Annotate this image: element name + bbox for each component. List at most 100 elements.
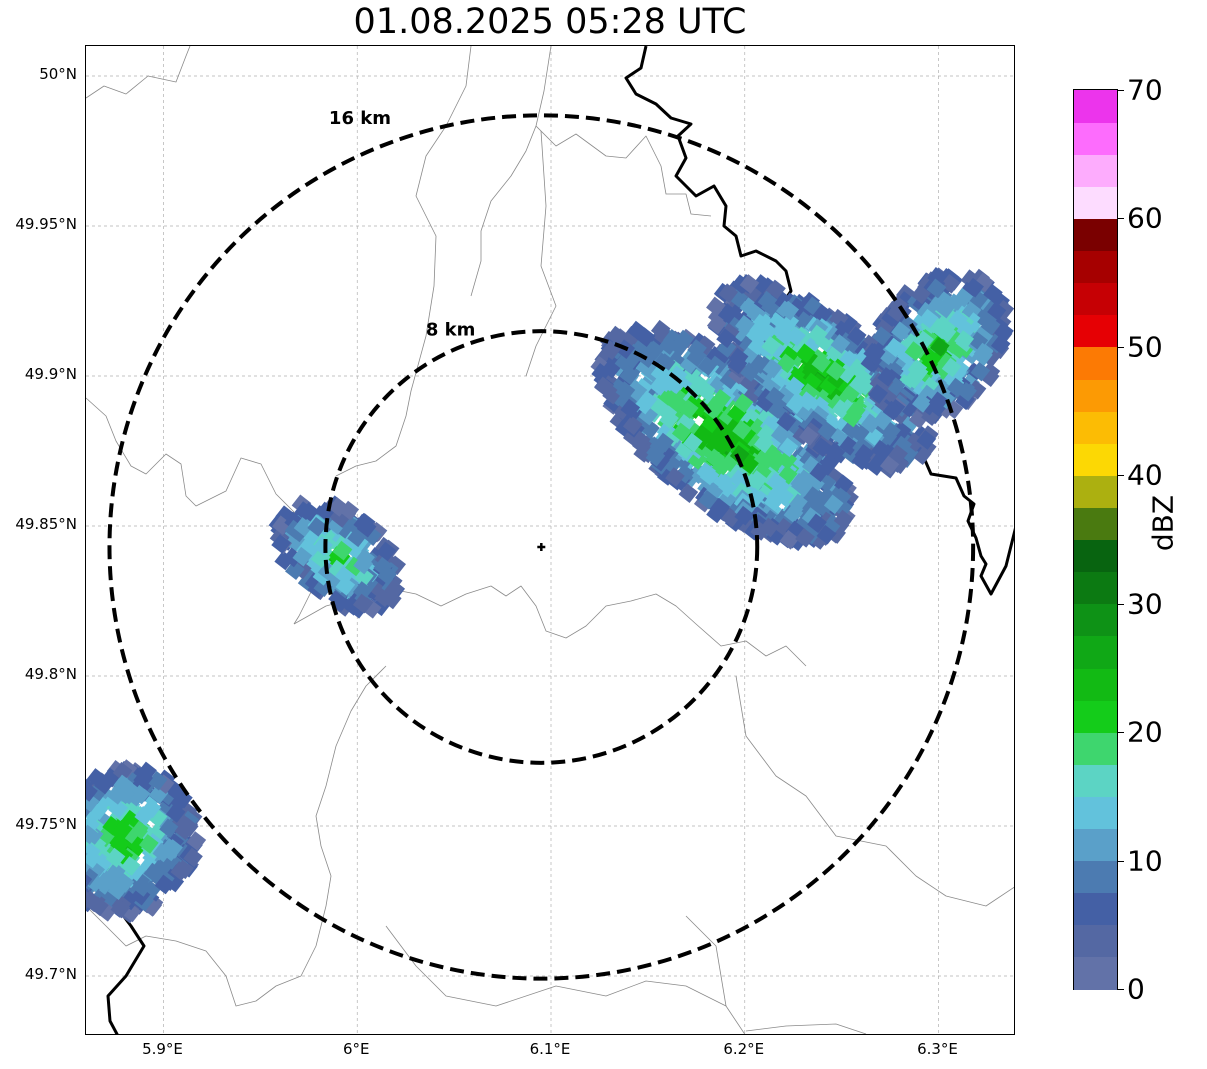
echo-pixel	[154, 855, 175, 875]
admin-boundary	[86, 46, 191, 99]
colorbar-tick-label: 70	[1127, 73, 1163, 107]
colorbar-tick-mark	[1118, 218, 1124, 220]
echo-pixel	[292, 546, 313, 567]
colorbar-segment	[1074, 443, 1117, 476]
echo-pixel	[990, 334, 1011, 355]
echo-pixel	[665, 467, 685, 487]
echo-pixel	[795, 343, 816, 364]
range-ring-label: 8 km	[426, 319, 476, 340]
echo-pixel	[698, 489, 718, 510]
colorbar-segment	[1074, 346, 1117, 380]
radar-map[interactable]: 8 km 16 km	[85, 45, 1015, 1035]
echo-pixel	[86, 824, 99, 845]
echo-pixel	[830, 334, 851, 354]
echo-pixel	[159, 818, 179, 838]
echo-pixel	[86, 792, 100, 813]
echo-pixel	[941, 357, 962, 378]
echo-pixel	[671, 422, 692, 443]
echo-pixel	[112, 761, 133, 782]
echo-pixel	[872, 326, 892, 346]
echo-pixel	[752, 449, 773, 470]
echo-pixel	[114, 873, 135, 893]
colorbar-segment	[1074, 732, 1117, 765]
admin-boundary	[470, 46, 552, 297]
echo-pixel	[877, 366, 897, 387]
echo-pixel	[637, 390, 658, 411]
echo-pixel	[912, 393, 932, 413]
echo-pixel	[356, 517, 377, 538]
colorbar-segment	[1074, 667, 1117, 701]
range-ring-label: 16 km	[329, 108, 391, 129]
echo-pixel	[754, 433, 774, 454]
echo-pixel	[682, 432, 703, 453]
echo-pixel	[635, 327, 656, 347]
echo-pixel	[865, 456, 886, 476]
echo-pixel	[777, 450, 798, 470]
echo-pixel	[183, 847, 203, 868]
echo-pixel	[154, 874, 175, 895]
echo-pixel	[86, 869, 95, 889]
colorbar-tick-label: 50	[1127, 330, 1163, 364]
echo-pixel	[377, 565, 397, 585]
echo-cell	[86, 759, 207, 924]
echo-pixel	[809, 462, 830, 483]
echo-pixel	[619, 365, 640, 385]
echo-pixel	[812, 304, 833, 324]
admin-boundary	[735, 675, 1014, 907]
colorbar-segment	[1074, 90, 1117, 123]
echo-pixel	[174, 859, 195, 880]
echo-pixel	[307, 516, 328, 537]
radar-site-marker	[537, 543, 546, 551]
echo-pixel	[911, 284, 931, 305]
colorbar-segment	[1074, 122, 1117, 155]
colorbar-segment	[1074, 603, 1117, 637]
echo-pixel	[918, 308, 939, 329]
colorbar-tick-mark	[1118, 732, 1124, 734]
echo-pixel	[929, 336, 950, 357]
echo-pixel	[766, 279, 786, 300]
colorbar-segment	[1074, 250, 1117, 284]
lon-tick-label: 6°E	[342, 1040, 370, 1058]
dbz-colorbar	[1073, 89, 1118, 990]
lon-tick-label: 6.3°E	[917, 1040, 958, 1058]
lon-tick-label: 6.2°E	[723, 1040, 765, 1058]
echo-pixel	[849, 374, 869, 394]
range-ring	[107, 113, 976, 981]
echo-pixel	[105, 847, 126, 868]
range-rings: 8 km 16 km	[107, 108, 976, 981]
colorbar-tick-label: 20	[1127, 715, 1163, 749]
admin-boundary	[293, 585, 807, 667]
echo-pixel	[851, 450, 872, 471]
echo-pixel	[271, 534, 291, 554]
echo-pixel	[757, 291, 778, 311]
echo-pixel	[352, 581, 373, 601]
echo-pixel	[790, 472, 810, 493]
admin-boundary	[335, 46, 472, 477]
echo-pixel	[706, 296, 726, 317]
echo-pixel	[332, 540, 353, 561]
echo-pixel	[620, 398, 641, 419]
admin-boundary	[535, 125, 712, 217]
echo-pixel	[134, 806, 155, 826]
echo-pixel	[152, 842, 173, 863]
echo-pixel	[293, 517, 314, 537]
echo-pixel	[795, 528, 815, 548]
map-title: 01.08.2025 05:28 UTC	[353, 2, 747, 42]
echo-pixel	[112, 819, 133, 840]
echo-pixel	[739, 274, 760, 294]
echo-pixel	[928, 391, 949, 412]
admin-boundary	[685, 915, 746, 1034]
echo-pixel	[695, 380, 716, 401]
echo-pixel	[823, 494, 844, 515]
colorbar-tick-label: 0	[1127, 972, 1145, 1006]
echo-pixel	[732, 420, 752, 440]
colorbar-segment	[1074, 635, 1117, 669]
echo-pixel	[713, 471, 734, 492]
colorbar-tick-mark	[1118, 989, 1124, 990]
echo-pixel	[884, 337, 905, 358]
echo-pixel	[954, 330, 975, 350]
echo-pixel	[759, 517, 780, 538]
echo-pixel	[860, 413, 881, 434]
echo-pixel	[703, 400, 724, 420]
echo-pixel	[904, 341, 925, 361]
